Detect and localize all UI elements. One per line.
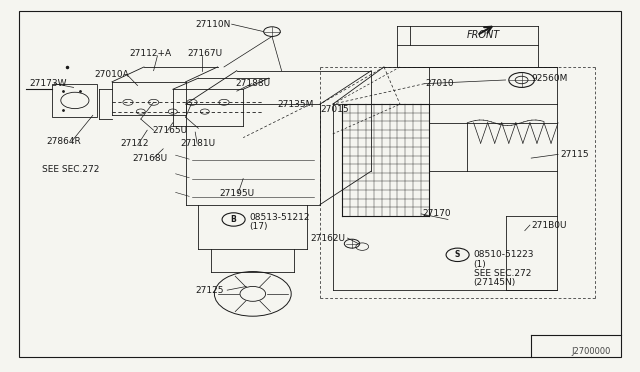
Text: 27135M: 27135M — [277, 100, 314, 109]
Text: 27015: 27015 — [320, 105, 349, 114]
Text: 27195U: 27195U — [220, 189, 254, 198]
Text: 27864R: 27864R — [47, 137, 81, 146]
Text: 27110N: 27110N — [195, 20, 230, 29]
Text: B: B — [231, 215, 236, 224]
Text: 27112+A: 27112+A — [129, 49, 172, 58]
Text: 27162U: 27162U — [310, 234, 346, 243]
Text: 92560M: 92560M — [531, 74, 568, 83]
Text: S: S — [455, 250, 460, 259]
Text: 271B0U: 271B0U — [531, 221, 566, 230]
Text: 08510-51223: 08510-51223 — [474, 250, 534, 259]
Text: 27168U: 27168U — [133, 154, 168, 163]
Text: 27188U: 27188U — [236, 79, 270, 88]
Text: 27167U: 27167U — [188, 49, 222, 58]
Text: (17): (17) — [250, 222, 268, 231]
Text: 27125: 27125 — [195, 286, 224, 295]
Bar — [52, 84, 97, 117]
Text: 27181U: 27181U — [181, 139, 216, 148]
FancyArrowPatch shape — [175, 174, 189, 178]
Text: 08513-51212: 08513-51212 — [250, 213, 310, 222]
Text: 27112: 27112 — [120, 139, 148, 148]
Text: 27115: 27115 — [560, 150, 589, 159]
FancyArrowPatch shape — [175, 192, 189, 196]
Text: J2700000: J2700000 — [572, 347, 611, 356]
Text: SEE SEC.272: SEE SEC.272 — [42, 165, 99, 174]
FancyArrowPatch shape — [175, 155, 189, 159]
Text: FRONT: FRONT — [467, 31, 500, 40]
Text: 27165U: 27165U — [152, 126, 187, 135]
Text: (27145N): (27145N) — [474, 278, 516, 287]
Text: 27173W: 27173W — [29, 79, 67, 88]
Text: (1): (1) — [474, 260, 486, 269]
Text: 27010: 27010 — [426, 79, 454, 88]
Text: 27010A: 27010A — [95, 70, 129, 79]
Text: SEE SEC.272: SEE SEC.272 — [474, 269, 531, 278]
Text: 27170: 27170 — [422, 209, 451, 218]
